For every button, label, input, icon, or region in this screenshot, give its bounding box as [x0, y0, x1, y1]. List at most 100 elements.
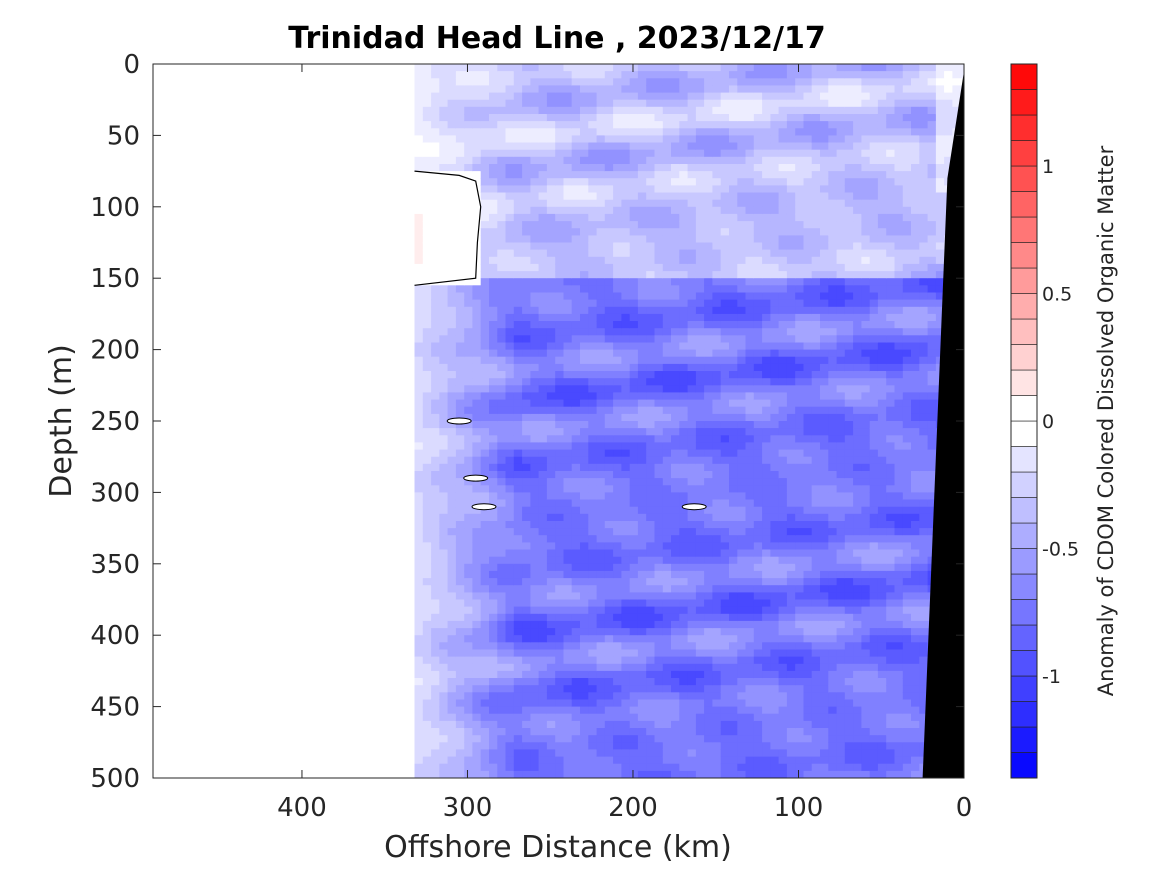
field-cell — [530, 356, 540, 365]
field-cell — [522, 406, 531, 415]
field-cell — [596, 549, 606, 558]
field-cell — [571, 713, 581, 722]
field-cell — [613, 106, 622, 115]
field-cell — [770, 735, 780, 743]
field-cell — [604, 442, 614, 451]
field-cell — [720, 471, 730, 479]
field-cell — [762, 206, 771, 215]
field-cell — [530, 263, 540, 272]
field-cell — [679, 78, 689, 86]
field-cell — [729, 649, 738, 658]
field-cell — [596, 128, 606, 136]
field-cell — [695, 649, 705, 658]
field-cell — [811, 406, 821, 415]
field-cell — [613, 292, 622, 301]
field-cell — [571, 363, 581, 372]
field-cell — [646, 285, 656, 293]
field-cell — [447, 570, 457, 579]
field-cell — [637, 556, 647, 565]
field-cell — [820, 570, 829, 579]
field-cell — [522, 271, 531, 279]
field-cell — [720, 735, 730, 743]
field-cell — [522, 156, 531, 165]
field-cell — [439, 628, 449, 636]
field-cell — [439, 585, 449, 593]
field-cell — [497, 563, 507, 572]
field-cell — [671, 228, 680, 236]
field-cell — [455, 185, 465, 194]
field-cell — [762, 263, 771, 272]
field-cell — [538, 463, 548, 472]
field-cell — [414, 349, 424, 358]
field-cell — [563, 678, 573, 686]
field-cell — [671, 349, 680, 358]
field-cell — [555, 249, 565, 258]
field-cell — [497, 513, 507, 522]
field-cell — [538, 171, 548, 179]
field-cell — [654, 385, 664, 393]
field-cell — [720, 392, 730, 401]
field-cell — [447, 528, 457, 536]
field-cell — [786, 164, 796, 172]
field-cell — [778, 463, 788, 472]
field-cell — [803, 763, 813, 772]
field-cell — [687, 463, 697, 472]
field-cell — [431, 563, 440, 572]
field-cell — [646, 213, 656, 222]
field-cell — [745, 492, 755, 501]
field-cell — [671, 649, 680, 658]
field-cell — [530, 542, 540, 551]
field-cell — [447, 606, 457, 615]
field-cell — [671, 421, 680, 429]
field-cell — [596, 342, 606, 351]
field-cell — [604, 378, 614, 386]
field-cell — [621, 206, 631, 215]
field-cell — [695, 678, 705, 686]
field-cell — [778, 78, 788, 86]
field-cell — [563, 492, 573, 501]
field-cell — [637, 435, 647, 443]
field-cell — [513, 471, 523, 479]
field-cell — [753, 435, 763, 443]
field-cell — [480, 328, 490, 336]
field-cell — [497, 321, 507, 329]
field-cell — [580, 349, 589, 358]
field-cell — [489, 749, 498, 758]
field-cell — [811, 570, 821, 579]
field-cell — [497, 128, 507, 136]
field-cell — [662, 406, 672, 415]
field-cell — [753, 342, 763, 351]
field-cell — [513, 271, 523, 279]
field-cell — [729, 71, 738, 79]
field-cell — [522, 249, 531, 258]
field-cell — [720, 528, 730, 536]
field-cell — [414, 578, 424, 586]
field-cell — [489, 399, 498, 408]
field-cell — [803, 292, 813, 301]
field-cell — [571, 620, 581, 629]
field-cell — [497, 592, 507, 601]
field-cell — [795, 499, 805, 508]
field-cell — [513, 549, 523, 558]
field-cell — [679, 770, 689, 778]
field-cell — [530, 528, 540, 536]
field-cell — [662, 649, 672, 658]
field-cell — [513, 570, 523, 579]
field-cell — [786, 499, 796, 508]
field-cell — [588, 71, 598, 79]
field-cell — [795, 756, 805, 765]
field-cell — [786, 556, 796, 565]
field-cell — [654, 271, 664, 279]
field-cell — [513, 242, 523, 251]
field-cell — [629, 78, 639, 86]
field-cell — [770, 292, 780, 301]
field-cell — [422, 213, 432, 222]
field-cell — [596, 178, 606, 186]
field-cell — [530, 392, 540, 401]
field-cell — [563, 321, 573, 329]
field-cell — [538, 99, 548, 108]
field-cell — [729, 763, 738, 772]
field-cell — [513, 756, 523, 765]
field-cell — [555, 114, 565, 122]
field-cell — [687, 213, 697, 222]
